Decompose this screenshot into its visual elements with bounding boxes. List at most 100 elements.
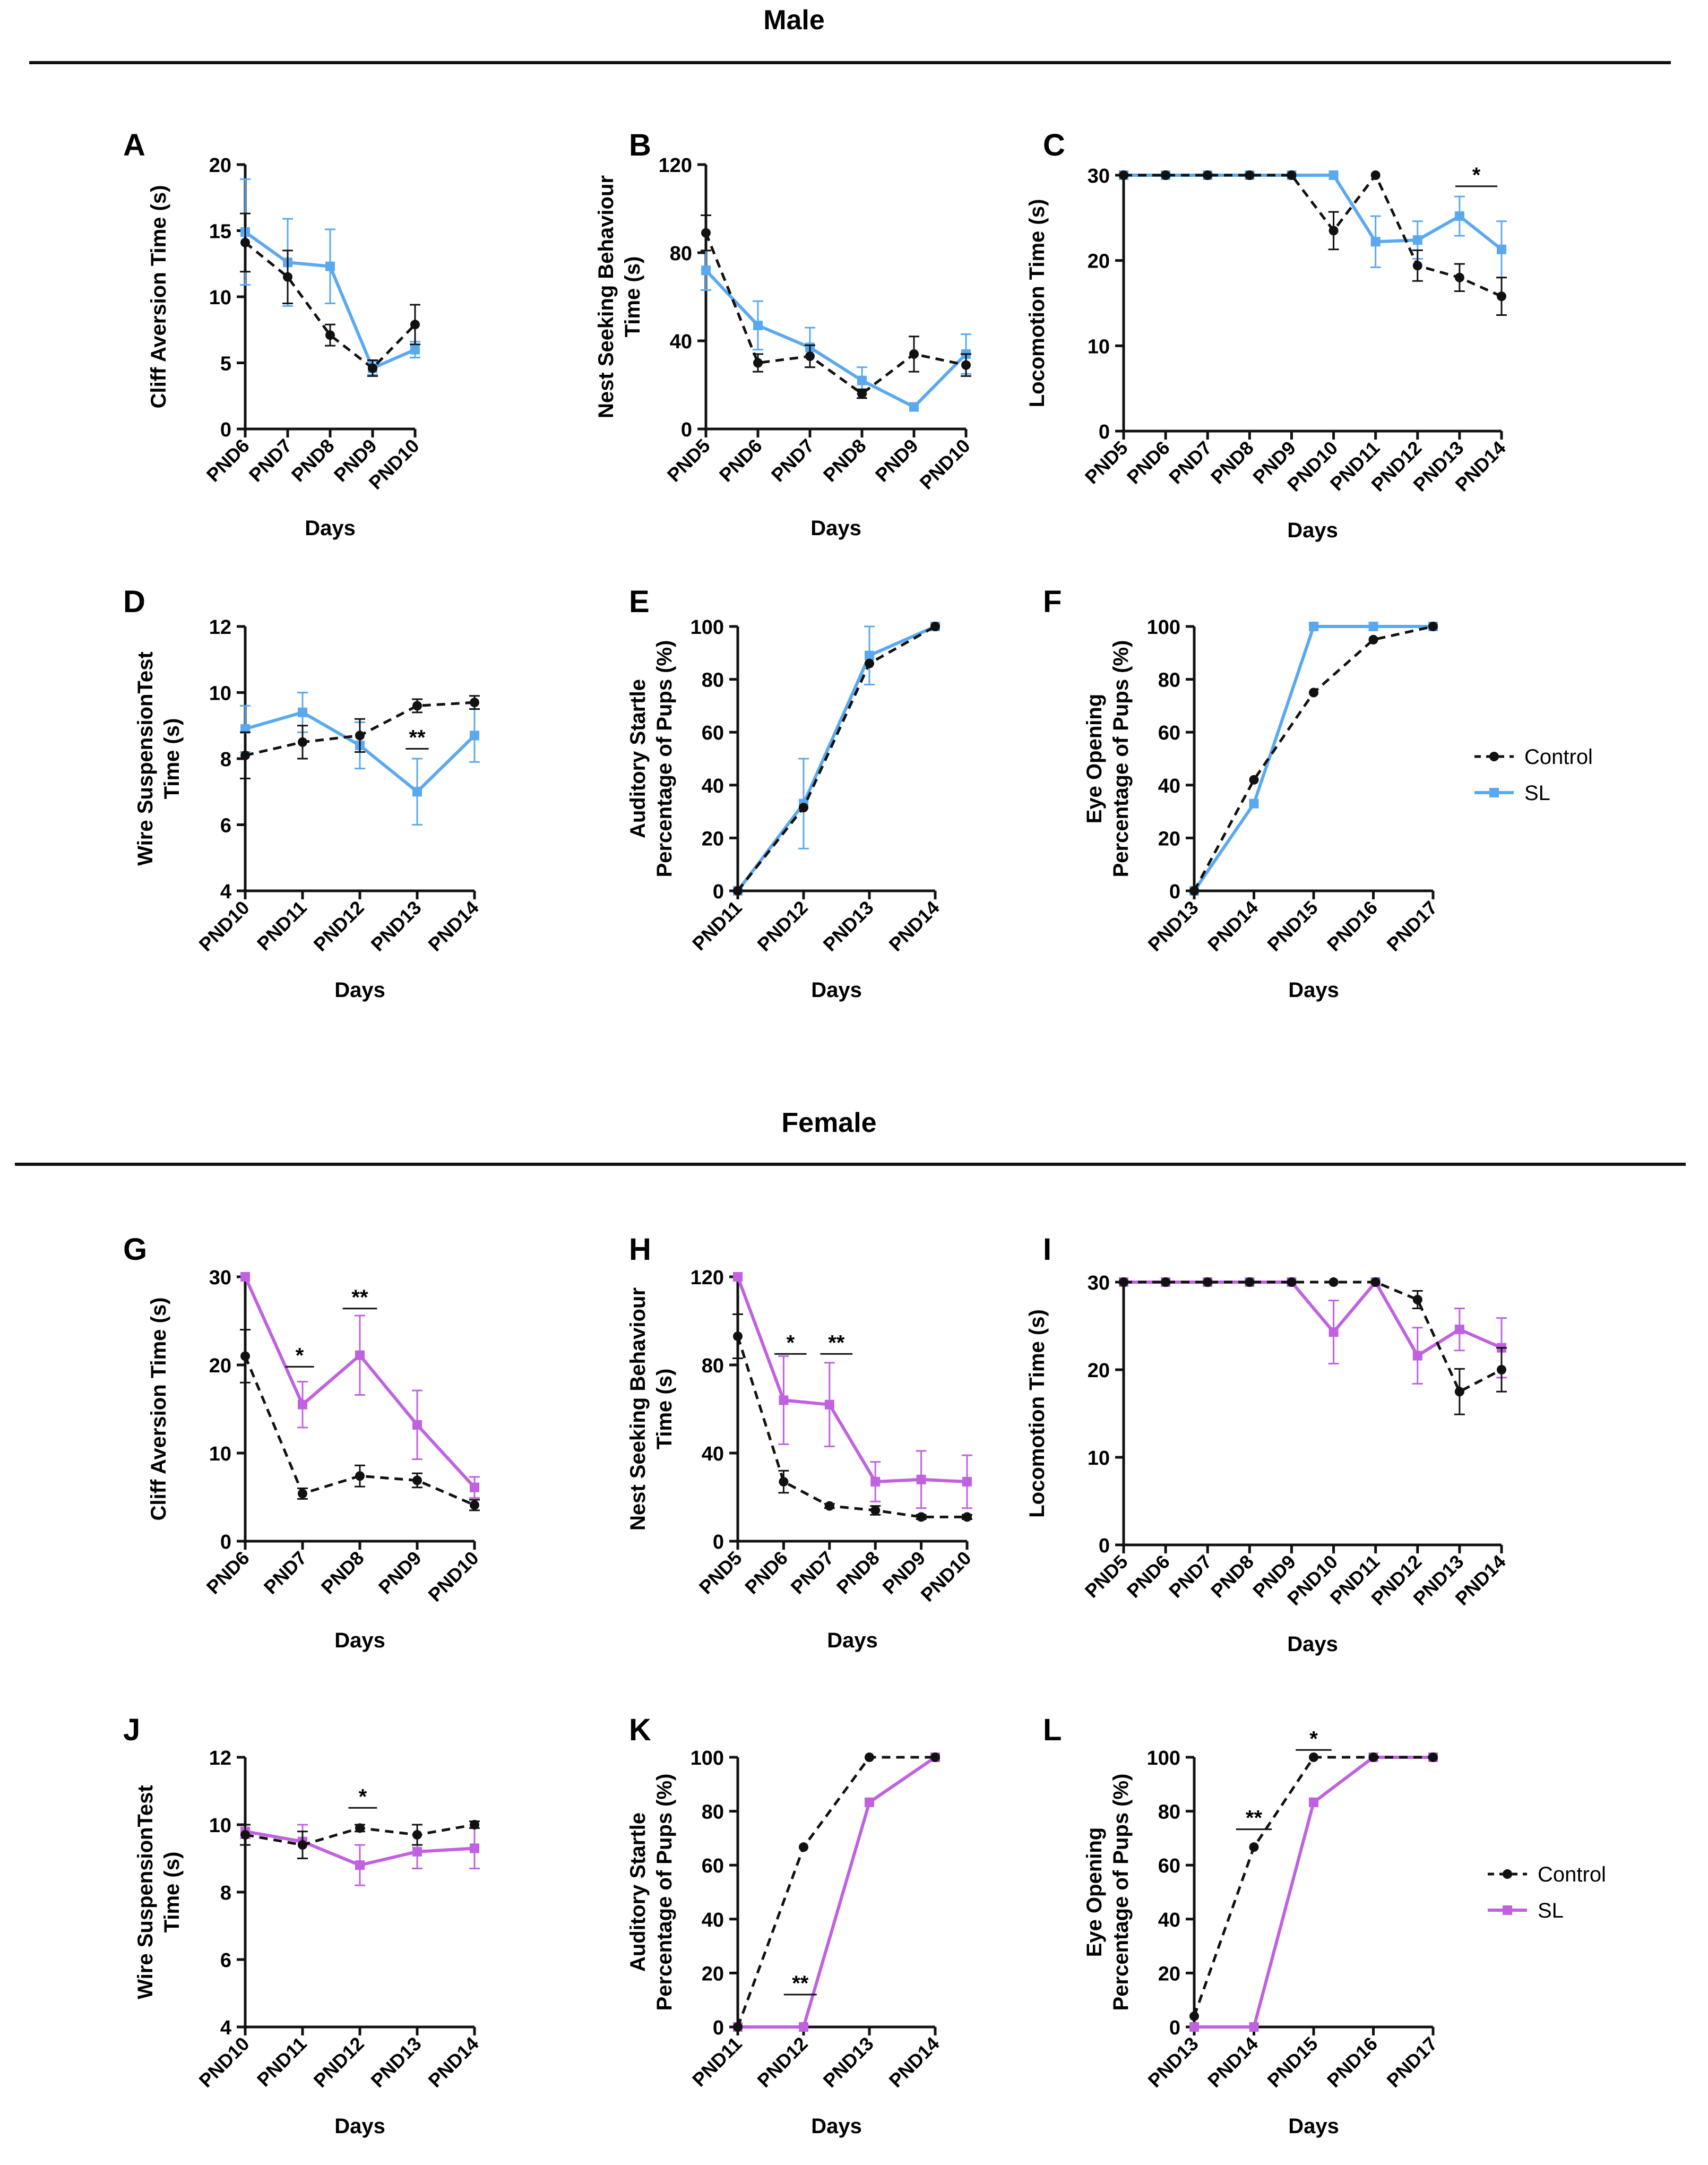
panel-c: C0102030PND5PND6PND7PND8PND9PND10PND11PN… bbox=[1025, 128, 1510, 542]
data-point bbox=[355, 1823, 365, 1833]
x-axis-label: Days bbox=[334, 1629, 385, 1652]
y-axis-label: Nest Seeking Behaviour bbox=[626, 1287, 650, 1531]
y-axis-label: Locomotion Time (s) bbox=[1025, 199, 1049, 408]
data-point bbox=[412, 1420, 422, 1430]
series-line bbox=[1193, 1756, 1433, 2017]
x-tick-label: PND7 bbox=[260, 1547, 311, 1599]
data-point bbox=[733, 1272, 743, 1282]
legend-label: SL bbox=[1538, 1899, 1564, 1922]
y-tick-label: 0 bbox=[220, 419, 231, 441]
data-point bbox=[1329, 1277, 1339, 1287]
x-tick-label: PND8 bbox=[819, 435, 870, 486]
y-tick-label: 40 bbox=[702, 775, 724, 797]
x-tick-label: PND15 bbox=[1263, 2033, 1322, 2092]
x-tick-label: PND11 bbox=[688, 897, 746, 955]
y-axis-label: Time (s) bbox=[160, 1852, 184, 1933]
data-point bbox=[1161, 1277, 1171, 1287]
y-tick-label: 80 bbox=[1158, 669, 1180, 692]
x-tick-label: PND8 bbox=[317, 1547, 368, 1599]
data-point bbox=[412, 1830, 422, 1840]
series-control bbox=[733, 622, 940, 896]
y-tick-label: 0 bbox=[1099, 421, 1110, 443]
y-tick-label: 10 bbox=[209, 1815, 231, 1837]
data-point bbox=[325, 330, 335, 340]
x-tick-label: PND5 bbox=[1081, 437, 1132, 488]
y-tick-label: 4 bbox=[220, 881, 231, 903]
data-point bbox=[1203, 1277, 1213, 1287]
male-section-title: Male bbox=[763, 5, 825, 36]
y-tick-label: 20 bbox=[1158, 828, 1180, 850]
series-control bbox=[1119, 170, 1507, 316]
data-point bbox=[1454, 1387, 1464, 1397]
series-line bbox=[1124, 173, 1503, 298]
data-point bbox=[1454, 211, 1464, 221]
data-point bbox=[805, 351, 815, 362]
y-axis-label: Auditory Startle bbox=[626, 679, 650, 838]
x-axis-label: Days bbox=[334, 2115, 385, 2138]
data-point bbox=[1497, 1365, 1506, 1374]
x-axis-label: Days bbox=[811, 2115, 862, 2138]
series-sl bbox=[240, 692, 480, 826]
x-axis-label: Days bbox=[334, 978, 385, 1002]
data-point bbox=[733, 1331, 743, 1342]
series-line bbox=[1193, 625, 1434, 892]
y-axis-label: Percentage of Pups (%) bbox=[1109, 640, 1133, 878]
y-tick-label: 20 bbox=[209, 154, 231, 177]
y-tick-label: 0 bbox=[220, 1531, 231, 1553]
data-point bbox=[865, 658, 874, 668]
series-control bbox=[1119, 1277, 1507, 1415]
x-axis-label: Days bbox=[811, 978, 862, 1002]
y-tick-label: 40 bbox=[670, 331, 692, 353]
data-point bbox=[470, 1500, 479, 1510]
data-point bbox=[1329, 226, 1339, 236]
y-tick-label: 0 bbox=[681, 419, 692, 441]
y-tick-label: 20 bbox=[209, 1355, 231, 1377]
y-axis-label: Time (s) bbox=[621, 256, 644, 338]
series-sl bbox=[701, 250, 971, 412]
data-point bbox=[1368, 634, 1378, 645]
x-tick-label: PND8 bbox=[287, 435, 339, 486]
y-tick-label: 0 bbox=[713, 2017, 724, 2039]
x-tick-label: PND16 bbox=[1323, 2033, 1382, 2092]
x-tick-label: PND10 bbox=[424, 1547, 483, 1606]
data-point bbox=[857, 389, 867, 399]
y-tick-label: 5 bbox=[220, 353, 231, 375]
significance-label: ** bbox=[409, 726, 426, 749]
series-sl bbox=[1119, 1277, 1507, 1385]
panel-e: E 0 20 40 60 80 100 PND11 PND12 PND13 PND14 Days Aud… bbox=[626, 585, 944, 1002]
data-point bbox=[298, 737, 307, 747]
y-tick-label: 40 bbox=[702, 1909, 724, 1931]
x-tick-label: PND9 bbox=[871, 435, 922, 486]
panel-letter: I bbox=[1043, 1232, 1051, 1267]
significance-label: * bbox=[296, 1344, 304, 1367]
x-tick-label: PND14 bbox=[1203, 2033, 1262, 2092]
y-tick-label: 10 bbox=[209, 1443, 231, 1465]
data-point bbox=[733, 886, 743, 896]
series-control bbox=[1189, 622, 1438, 896]
data-point bbox=[240, 1830, 250, 1840]
y-tick-label: 120 bbox=[659, 154, 692, 177]
series-sl bbox=[733, 622, 940, 896]
data-point bbox=[865, 650, 874, 660]
y-tick-label: 8 bbox=[220, 749, 231, 771]
data-point bbox=[961, 360, 971, 370]
data-point bbox=[470, 1482, 479, 1492]
x-tick-label: PND12 bbox=[753, 897, 812, 956]
legend-label: SL bbox=[1524, 781, 1550, 805]
data-point bbox=[1249, 775, 1259, 785]
series-line bbox=[1124, 1279, 1503, 1358]
data-point bbox=[470, 731, 479, 741]
series-line bbox=[736, 1756, 935, 2027]
data-point bbox=[1329, 170, 1339, 180]
data-point bbox=[410, 320, 420, 330]
data-point bbox=[1189, 886, 1199, 896]
data-point bbox=[368, 363, 377, 373]
data-point bbox=[240, 724, 250, 734]
y-tick-label: 4 bbox=[220, 2017, 231, 2039]
x-tick-label: PND12 bbox=[753, 2033, 812, 2092]
series-sl bbox=[1189, 622, 1438, 896]
data-point bbox=[298, 707, 307, 717]
data-point bbox=[298, 1399, 307, 1410]
